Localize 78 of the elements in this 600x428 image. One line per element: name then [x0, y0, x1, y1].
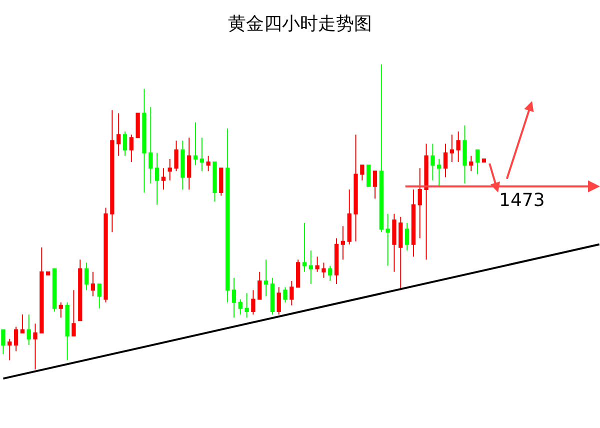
- candlestick: [392, 213, 396, 272]
- candlestick: [116, 112, 121, 156]
- candlestick: [437, 158, 442, 187]
- candlestick: [258, 271, 262, 300]
- candlestick: [443, 143, 448, 178]
- candlestick: [225, 128, 230, 303]
- candlestick: [90, 271, 96, 297]
- chart-title: 黄金四小时走势图: [228, 14, 372, 35]
- candlestick: [232, 277, 236, 318]
- candlestick: [302, 222, 307, 272]
- candlestick: [340, 226, 346, 260]
- candlestick: [65, 302, 70, 361]
- candlestick: [187, 137, 192, 190]
- candlestick: [58, 302, 63, 318]
- candlestick: [148, 106, 153, 184]
- candlestick: [322, 262, 326, 278]
- candlestick: [136, 112, 140, 138]
- candlestick: [334, 238, 339, 285]
- candlestick: [386, 213, 390, 266]
- candlestick: [8, 338, 12, 361]
- candlestick: [97, 284, 102, 309]
- candlestick: [276, 286, 281, 316]
- candlestick: [308, 250, 313, 285]
- candlestick: [238, 298, 242, 316]
- candlestick: [424, 143, 428, 260]
- candlestick: [482, 158, 486, 163]
- candlestick: [20, 314, 25, 334]
- candlestick: [200, 137, 204, 172]
- candlestick: [251, 290, 256, 316]
- candlestick: [72, 290, 76, 336]
- candlestick: [430, 143, 435, 181]
- candlestick: [379, 64, 384, 233]
- candlestick: [366, 164, 371, 187]
- candlestick: [244, 292, 249, 318]
- candlestick: [206, 155, 210, 172]
- candlestick: [154, 152, 160, 206]
- candlestick: [264, 259, 268, 297]
- candlestick: [328, 265, 332, 282]
- candlestick: [52, 268, 57, 312]
- candlestick: [212, 162, 217, 202]
- candlestick: [469, 155, 474, 172]
- candlestick: [78, 259, 82, 322]
- candlestick: [315, 256, 320, 272]
- candlestick: [14, 326, 18, 352]
- candlestick: [161, 168, 166, 190]
- candlestick: [174, 140, 178, 172]
- candlestick: [26, 314, 31, 346]
- candlestick: [456, 131, 460, 163]
- candlestick: [411, 188, 416, 258]
- candlestick: [129, 134, 134, 163]
- candlestick: [418, 168, 422, 239]
- candlestick: [270, 277, 275, 316]
- candlestick: [180, 140, 185, 190]
- candlestick: [283, 286, 288, 303]
- candlestick: [462, 124, 467, 184]
- candlestick: [46, 271, 50, 276]
- candlestick: [142, 88, 146, 194]
- candlestick: [168, 158, 172, 181]
- candlestick: [296, 259, 300, 288]
- candlestick: [404, 222, 410, 251]
- candlestick: [122, 131, 128, 156]
- candlestick: [290, 280, 294, 306]
- candlestick: [450, 134, 454, 163]
- candlestick: [360, 164, 364, 181]
- candlestick: [1, 329, 6, 355]
- candlestick: [475, 149, 480, 175]
- candlestick: [219, 168, 224, 196]
- candlestick: [372, 170, 378, 200]
- candlestick: [110, 110, 114, 233]
- candlestick: [398, 216, 403, 291]
- candlestick: [104, 207, 108, 303]
- annotation: 1473: [499, 190, 545, 211]
- candlestick: [84, 262, 89, 291]
- candlestick: [354, 134, 358, 242]
- candlestick: [193, 122, 198, 166]
- candlestick: [33, 323, 38, 370]
- candlestick: [347, 188, 352, 245]
- candlestick: [40, 246, 44, 334]
